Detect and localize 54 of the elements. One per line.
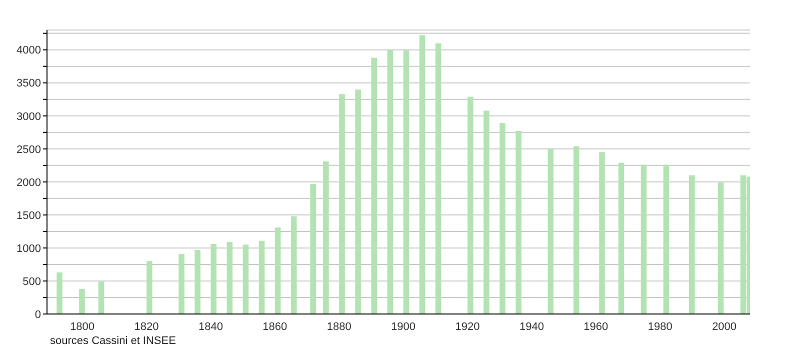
y-tick-label: 1000: [16, 242, 41, 255]
bar: [387, 50, 394, 314]
bar: [435, 43, 442, 314]
bar: [178, 254, 184, 314]
x-tick-label: 1800: [70, 320, 95, 333]
bar: [98, 282, 104, 314]
bar: [146, 261, 152, 314]
x-tick-label: 1860: [262, 320, 288, 333]
bar: [419, 35, 426, 314]
bar: [689, 175, 695, 314]
bar: [56, 272, 62, 314]
bar: [355, 89, 361, 314]
bar: [640, 164, 647, 314]
bar: [323, 161, 329, 314]
y-tick-label: 4000: [16, 44, 41, 57]
x-tick-label: 1820: [134, 320, 159, 333]
bar: [242, 244, 249, 314]
bar: [226, 242, 233, 314]
bar: [274, 227, 281, 314]
y-tick-label: 1500: [16, 210, 41, 222]
bar: [403, 50, 410, 314]
bar: [484, 110, 490, 314]
bar: [339, 94, 345, 314]
bar: [468, 96, 474, 314]
x-tick-label: 1940: [519, 320, 544, 333]
x-tick-label: 1840: [198, 320, 223, 333]
bar: [718, 182, 724, 314]
y-tick-label: 0: [34, 308, 41, 321]
bar: [516, 131, 522, 314]
y-tick-label: 3000: [16, 110, 41, 123]
bar: [618, 162, 624, 314]
x-tick-label: 1960: [584, 320, 608, 333]
bar: [548, 148, 554, 314]
bar: [573, 146, 580, 314]
bar: [663, 164, 670, 314]
bar: [371, 58, 377, 314]
source-note: sources Cassini et INSEE: [50, 335, 176, 347]
bar: [500, 123, 506, 314]
bar: [258, 240, 265, 314]
bar: [599, 152, 605, 314]
x-tick-label: 1980: [648, 320, 672, 333]
x-tick-label: 1880: [326, 320, 352, 333]
y-tick-label: 500: [22, 276, 41, 288]
x-tick-label: 1920: [455, 320, 480, 333]
y-tick-label: 2500: [16, 144, 41, 156]
x-tick-label: 2000: [712, 320, 737, 333]
y-tick-label: 3500: [16, 78, 41, 90]
bar: [79, 288, 85, 314]
bar: [210, 244, 216, 314]
x-tick-label: 1900: [391, 320, 416, 333]
bar: [194, 250, 200, 314]
bar: [290, 216, 297, 314]
y-tick-label: 2000: [16, 176, 41, 189]
bar: [310, 184, 316, 314]
